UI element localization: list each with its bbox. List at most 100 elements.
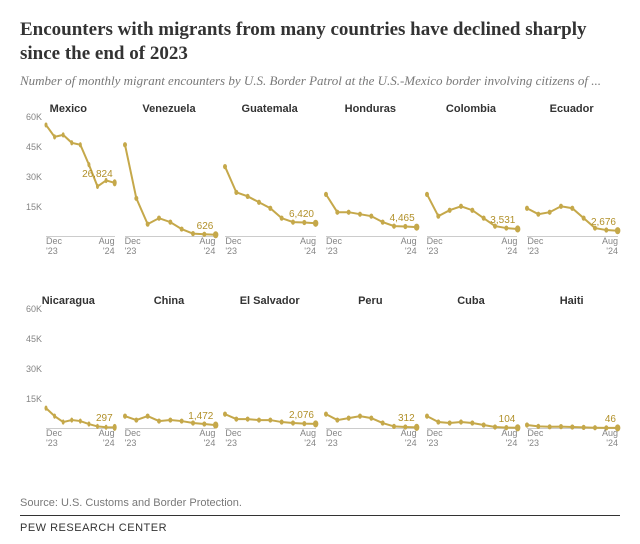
- data-point: [145, 414, 149, 419]
- last-value-label: 1,472: [188, 411, 213, 422]
- line-chart-svg: [46, 309, 115, 428]
- x-axis-labels: Dec'23 Aug'24: [46, 237, 115, 257]
- data-point: [134, 196, 138, 201]
- panel-el-salvador: El Salvador 2,076Dec'23 Aug'24: [221, 295, 318, 483]
- plot-area: 626: [125, 117, 216, 237]
- data-point: [291, 220, 295, 225]
- panel-nicaragua: Nicaragua15K30K45K60K 297Dec'23 Aug'24: [20, 295, 117, 483]
- data-point: [615, 227, 620, 234]
- panel-title: El Salvador: [221, 295, 318, 307]
- plot-area: 2,676: [527, 117, 618, 237]
- data-point: [44, 406, 47, 411]
- panel-title: Colombia: [423, 103, 520, 115]
- data-point: [313, 220, 318, 227]
- plot-area: 1,472: [125, 309, 216, 429]
- data-point: [269, 206, 273, 211]
- x-tick-end: Aug'24: [199, 237, 215, 257]
- panel-cuba: Cuba 104Dec'23 Aug'24: [423, 295, 520, 483]
- data-point: [392, 224, 396, 229]
- page-title: Encounters with migrants from many count…: [20, 18, 620, 66]
- data-point: [470, 208, 474, 213]
- x-tick-start: Dec'23: [125, 429, 141, 449]
- data-point: [246, 417, 250, 422]
- panel-title: Ecuador: [523, 103, 620, 115]
- data-point: [381, 420, 385, 425]
- x-tick-end: Aug'24: [401, 237, 417, 257]
- data-point: [96, 184, 99, 189]
- y-tick-label: 45K: [26, 334, 42, 344]
- y-tick-label: 15K: [26, 394, 42, 404]
- y-tick-label: 60K: [26, 304, 42, 314]
- line-chart-svg: [125, 117, 216, 236]
- data-point: [559, 204, 563, 209]
- x-axis-labels: Dec'23 Aug'24: [326, 237, 417, 257]
- data-point: [235, 190, 239, 195]
- data-point: [113, 179, 117, 186]
- last-value-label: 46: [605, 414, 616, 425]
- data-point: [347, 416, 351, 421]
- y-tick-label: 15K: [26, 202, 42, 212]
- x-axis-labels: Dec'23 Aug'24: [326, 429, 417, 449]
- data-point: [324, 192, 328, 197]
- data-point: [347, 210, 351, 215]
- panel-ecuador: Ecuador 2,676Dec'23 Aug'24: [523, 103, 620, 291]
- data-point: [87, 421, 90, 426]
- data-point: [571, 206, 575, 211]
- line-chart-svg: [326, 309, 417, 428]
- x-tick-end: Aug'24: [501, 237, 517, 257]
- data-point: [62, 419, 65, 424]
- x-tick-start: Dec'23: [225, 237, 241, 257]
- data-point: [335, 210, 339, 215]
- data-point: [79, 142, 82, 147]
- data-point: [70, 417, 73, 422]
- last-value-label: 6,420: [289, 209, 314, 220]
- x-axis-labels: Dec'23 Aug'24: [225, 429, 316, 449]
- data-point: [303, 421, 307, 426]
- data-point: [145, 222, 149, 227]
- panel-title: China: [121, 295, 218, 307]
- x-axis-labels: Dec'23 Aug'24: [427, 429, 518, 449]
- plot-area: 6,420: [225, 117, 316, 237]
- data-point: [223, 412, 227, 417]
- x-tick-start: Dec'23: [46, 237, 62, 257]
- data-point: [134, 417, 138, 422]
- last-value-label: 312: [398, 413, 415, 424]
- x-tick-end: Aug'24: [300, 237, 316, 257]
- y-axis-labels: 15K30K45K60K: [20, 309, 44, 429]
- data-point: [280, 419, 284, 424]
- last-value-label: 626: [197, 221, 214, 232]
- data-point: [223, 164, 227, 169]
- y-tick-label: 30K: [26, 364, 42, 374]
- x-tick-start: Dec'23: [527, 429, 543, 449]
- x-axis-labels: Dec'23 Aug'24: [427, 237, 518, 257]
- data-point: [313, 420, 318, 427]
- plot-area: 2,076: [225, 309, 316, 429]
- x-axis-labels: Dec'23 Aug'24: [125, 429, 216, 449]
- data-point: [70, 140, 73, 145]
- x-axis-labels: Dec'23 Aug'24: [225, 237, 316, 257]
- subtitle: Number of monthly migrant encounters by …: [20, 72, 620, 90]
- line-chart-svg: [427, 309, 518, 428]
- data-point: [44, 122, 47, 127]
- plot-area: 4,465: [326, 117, 417, 237]
- data-point: [280, 216, 284, 221]
- data-point: [202, 421, 206, 426]
- plot-area: 3,531: [427, 117, 518, 237]
- data-point: [235, 417, 239, 422]
- data-point: [168, 220, 172, 225]
- source-text: Source: U.S. Customs and Border Protecti…: [20, 497, 620, 509]
- data-point: [191, 231, 195, 236]
- data-point: [358, 212, 362, 217]
- data-point: [369, 214, 373, 219]
- data-point: [168, 417, 172, 422]
- panel-title: Cuba: [423, 295, 520, 307]
- plot-area: 104: [427, 309, 518, 429]
- x-tick-end: Aug'24: [501, 429, 517, 449]
- data-point: [515, 225, 520, 232]
- y-axis-labels: 15K30K45K60K: [20, 117, 44, 237]
- data-point: [257, 200, 261, 205]
- data-point: [459, 204, 463, 209]
- last-value-label: 297: [96, 413, 113, 424]
- y-tick-label: 30K: [26, 172, 42, 182]
- panel-title: Peru: [322, 295, 419, 307]
